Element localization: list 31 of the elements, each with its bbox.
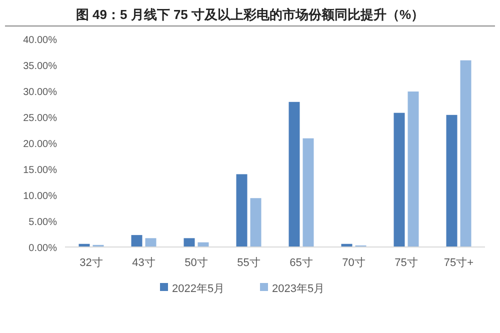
- y-tick-label: 15.00%: [23, 165, 58, 176]
- bar: [408, 92, 419, 247]
- y-tick-label: 25.00%: [23, 113, 58, 124]
- legend-label: 2022年5月: [172, 283, 225, 295]
- y-tick-label: 5.00%: [28, 217, 58, 228]
- x-tick-label: 55寸: [237, 256, 260, 269]
- bar: [394, 112, 405, 247]
- bar: [184, 238, 195, 247]
- legend-label: 2023年5月: [272, 283, 325, 295]
- bar: [131, 235, 142, 247]
- x-tick-label: 43寸: [132, 256, 156, 269]
- x-tick-label: 32寸: [80, 256, 103, 269]
- bar: [250, 198, 262, 247]
- bar: [302, 138, 314, 247]
- y-tick-label: 20.00%: [23, 139, 58, 150]
- x-tick-label: 65寸: [290, 256, 313, 269]
- bar: [236, 174, 248, 247]
- x-tick-label: 70寸: [342, 256, 366, 269]
- y-tick-label: 0.00%: [28, 243, 58, 254]
- x-tick-label: 75寸: [394, 256, 418, 269]
- y-tick-label: 35.00%: [23, 61, 58, 72]
- x-tick-label: 75寸+: [444, 256, 474, 269]
- x-tick-label: 50寸: [184, 256, 208, 269]
- y-tick-label: 30.00%: [23, 87, 58, 98]
- bar: [446, 114, 458, 247]
- bar: [460, 60, 472, 247]
- y-tick-label: 40.00%: [23, 35, 58, 46]
- chart-title: 图 49：5 月线下 75 寸及以上彩电的市场份额同比提升（%）: [76, 7, 424, 22]
- bar: [145, 238, 156, 247]
- y-tick-label: 10.00%: [23, 191, 58, 202]
- bar: [288, 102, 300, 247]
